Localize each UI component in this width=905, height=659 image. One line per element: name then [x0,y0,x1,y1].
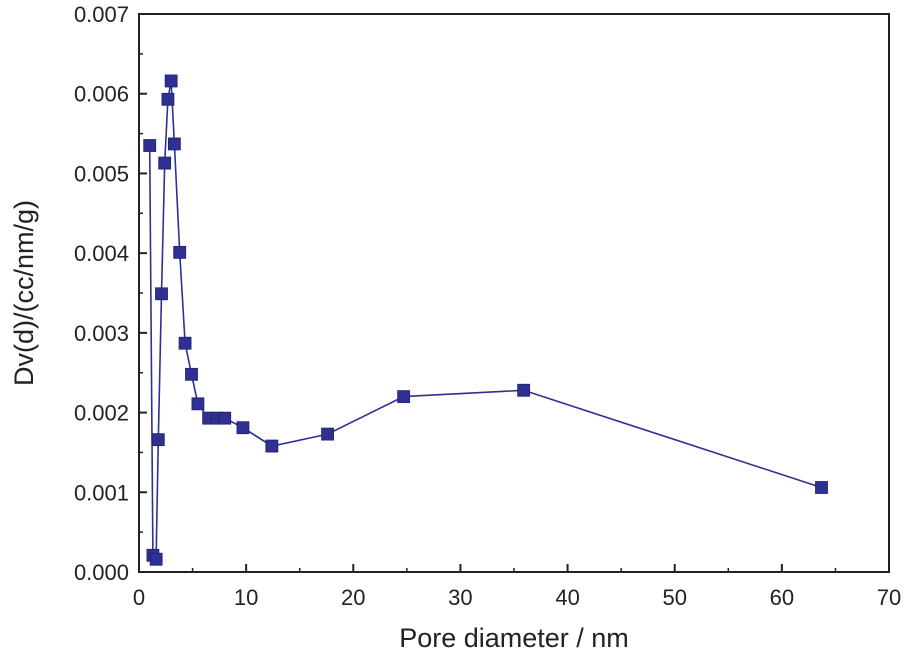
data-point-marker [397,390,411,404]
y-tick-label: 0.002 [74,401,129,426]
y-axis-ticks: 0.000 0.001 0.002 0.003 0.004 0.005 0.006 0.007 [74,2,147,585]
y-tick-label: 0.007 [74,2,129,27]
data-point-marker [149,552,163,566]
x-tick-label: 20 [341,585,365,610]
data-point-marker [155,287,168,301]
data-point-marker [178,336,192,350]
y-tick-label: 0.004 [74,241,129,266]
x-tick-label: 10 [234,585,258,610]
plot-frame [138,13,890,573]
data-point-marker [265,439,279,453]
x-tick-label: 50 [662,585,686,610]
data-point-marker [167,137,181,151]
series-layer [143,74,828,566]
data-point-marker [321,427,334,441]
y-tick-label: 0.005 [74,161,129,186]
data-point-marker [151,433,165,447]
x-tick-label: 60 [770,585,794,610]
data-point-marker [191,397,205,411]
x-axis-ticks: 0 10 20 30 40 50 60 70 [133,564,901,610]
y-tick-label: 0.006 [74,82,129,107]
series-line [148,80,822,562]
data-point-marker [173,245,187,259]
data-point-marker [236,421,250,435]
data-point-marker [218,411,232,425]
data-point-marker [158,156,172,170]
data-point-marker [185,367,198,381]
data-point-marker [815,481,828,494]
y-tick-label: 0.003 [74,321,129,346]
y-axis-title: Dv(d)/(cc/nm/g) [9,200,39,386]
y-tick-label: 0.000 [74,560,129,585]
data-point-marker [517,383,531,397]
y-tick-label: 0.001 [74,480,129,505]
data-point-marker [164,74,178,88]
x-axis-title: Pore diameter / nm [399,623,629,653]
plot-area [138,13,890,573]
data-point-marker [143,139,157,152]
x-tick-label: 30 [448,585,472,610]
x-tick-label: 0 [133,585,145,610]
x-tick-label: 40 [555,585,579,610]
data-point-marker [161,92,175,106]
x-tick-label: 70 [877,585,901,610]
